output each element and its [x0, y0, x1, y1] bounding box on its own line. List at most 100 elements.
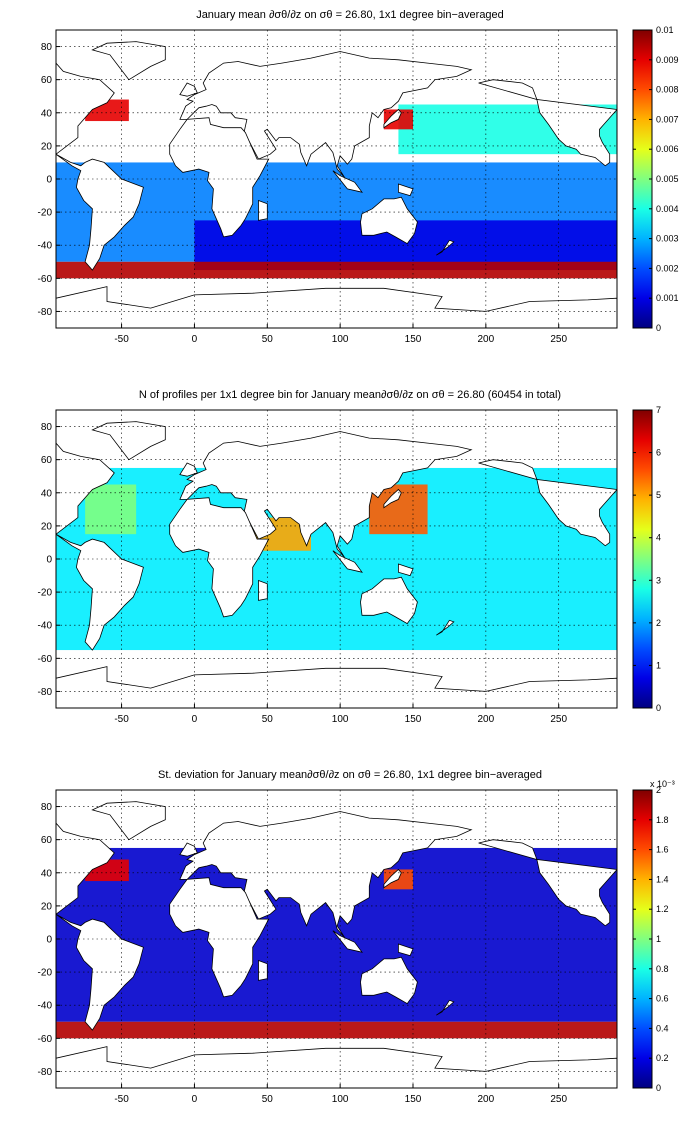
landmass-13 [383, 868, 402, 889]
x-tick-label: 250 [550, 1094, 567, 1105]
panel-1: January mean ∂σθ/∂z on σθ = 26.80, 1x1 d… [38, 9, 679, 345]
x-tick-label: 150 [405, 1094, 422, 1105]
y-tick-label: 80 [41, 42, 53, 53]
colorbar-tick-label: 1 [656, 934, 661, 944]
y-tick-label: -40 [38, 621, 53, 632]
panel-1-title: January mean ∂σθ/∂z on σθ = 26.80, 1x1 d… [196, 9, 504, 21]
colorbar-tick-label: 0.2 [656, 1053, 669, 1063]
y-tick-label: -40 [38, 1001, 53, 1012]
colorbar-tick-label: 0.007 [656, 114, 679, 124]
x-tick-label: 200 [478, 1094, 495, 1105]
colorbar-tick-label: 0.009 [656, 55, 679, 65]
y-tick-label: 80 [41, 802, 53, 813]
y-tick-label: 20 [41, 901, 53, 912]
colorbar-tick-label: 0 [656, 1083, 661, 1093]
data-region-5 [56, 261, 617, 279]
colorbar-exponent: x 10⁻³ [650, 779, 675, 789]
x-tick-label: 50 [262, 1094, 274, 1105]
landmass-6 [360, 576, 418, 625]
y-tick-label: -20 [38, 968, 53, 979]
landmass-0 [56, 62, 115, 155]
landmass-13 [383, 108, 402, 129]
colorbar-scale [632, 409, 653, 709]
landmass-8 [56, 479, 57, 481]
y-tick-label: -40 [38, 241, 53, 252]
colorbar-tick-label: 3 [656, 575, 661, 585]
data-region-3 [85, 484, 137, 535]
y-tick-label: 20 [41, 521, 53, 532]
landmass-7 [56, 286, 617, 328]
x-tick-label: 100 [332, 714, 349, 725]
data-region-3 [56, 1021, 617, 1039]
colorbar-tick-label: 0.002 [656, 263, 679, 273]
x-tick-label: 0 [192, 714, 198, 725]
colorbar-tick-label: 2 [656, 618, 661, 628]
colorbar-tick-label: 0.6 [656, 994, 669, 1004]
landmass-2 [91, 801, 166, 841]
y-tick-label: 80 [41, 422, 53, 433]
landmass-12 [398, 183, 414, 197]
y-tick-label: 0 [46, 175, 52, 186]
panel-3-title: St. deviation for January mean∂σθ/∂z on … [158, 769, 542, 781]
panel-2-colorbar: 7 6 5 4 3 2 1 0 [632, 405, 661, 713]
y-tick-label: 60 [41, 75, 53, 86]
landmass-9 [536, 859, 617, 927]
colorbar-tick-label: 1.8 [656, 815, 669, 825]
y-tick-label: 20 [41, 141, 53, 152]
colorbar-tick-label: 2 [656, 785, 661, 795]
landmass-13 [383, 488, 402, 509]
colorbar-tick-label: 7 [656, 405, 661, 415]
landmass-11 [332, 930, 363, 953]
y-tick-label: -60 [38, 1034, 53, 1045]
landmass-6 [360, 956, 418, 1005]
x-tick-label: 150 [405, 714, 422, 725]
landmass-0 [56, 442, 115, 535]
colorbar-tick-label: 6 [656, 448, 661, 458]
landmass-15 [179, 462, 198, 477]
panel-2-title: N of profiles per 1x1 degree bin for Jan… [139, 389, 561, 401]
colorbar-tick-label: 0.006 [656, 144, 679, 154]
landmass-7 [56, 1046, 617, 1088]
y-tick-label: -80 [38, 687, 53, 698]
landmass-9 [536, 479, 617, 547]
landmass-9 [536, 99, 617, 167]
x-tick-label: 0 [192, 334, 198, 345]
landmass-2 [91, 41, 166, 81]
x-tick-label: 200 [478, 714, 495, 725]
y-tick-label: -20 [38, 588, 53, 599]
grid [56, 30, 617, 328]
x-tick-label: 150 [405, 334, 422, 345]
colorbar-tick-label: 1.4 [656, 874, 669, 884]
landmass-6 [360, 196, 418, 245]
landmass-15 [179, 842, 198, 857]
colorbar-tick-label: 1 [656, 660, 661, 670]
x-tick-label: -50 [114, 1094, 129, 1105]
y-tick-label: -80 [38, 307, 53, 318]
landmass-8 [56, 859, 57, 861]
panel-1-colorbar: 0.01 0.009 0.008 0.007 0.006 0.005 0.004 0.003 0… [632, 25, 679, 333]
y-tick-label: 60 [41, 455, 53, 466]
colorbar-tick-label: 0.4 [656, 1023, 669, 1033]
colorbar-tick-label: 0.01 [656, 25, 674, 35]
landmass-15 [179, 82, 198, 97]
x-tick-label: 50 [262, 714, 274, 725]
panel-3-colorbar: 2 1.8 1.6 1.4 1.2 1 0.8 0.6 0.4 0.2 0 x 10⁻³ [632, 779, 675, 1093]
panel-3: St. deviation for January mean∂σθ/∂z on … [38, 769, 675, 1105]
landmass-12 [398, 943, 414, 957]
y-tick-label: 40 [41, 868, 53, 879]
landmass-14 [436, 239, 455, 256]
landmass-2 [91, 421, 166, 461]
landmass-8 [56, 99, 57, 101]
grid [56, 410, 617, 708]
y-tick-label: -80 [38, 1067, 53, 1078]
colorbar-tick-label: 0.8 [656, 964, 669, 974]
landmass-5 [258, 199, 268, 221]
y-tick-label: 40 [41, 108, 53, 119]
colorbar-tick-label: 5 [656, 490, 661, 500]
landmass-14 [436, 999, 455, 1016]
colorbar-tick-label: 4 [656, 533, 661, 543]
y-tick-label: 0 [46, 555, 52, 566]
landmass-11 [332, 170, 363, 193]
landmass-14 [436, 619, 455, 636]
x-tick-label: 0 [192, 1094, 198, 1105]
